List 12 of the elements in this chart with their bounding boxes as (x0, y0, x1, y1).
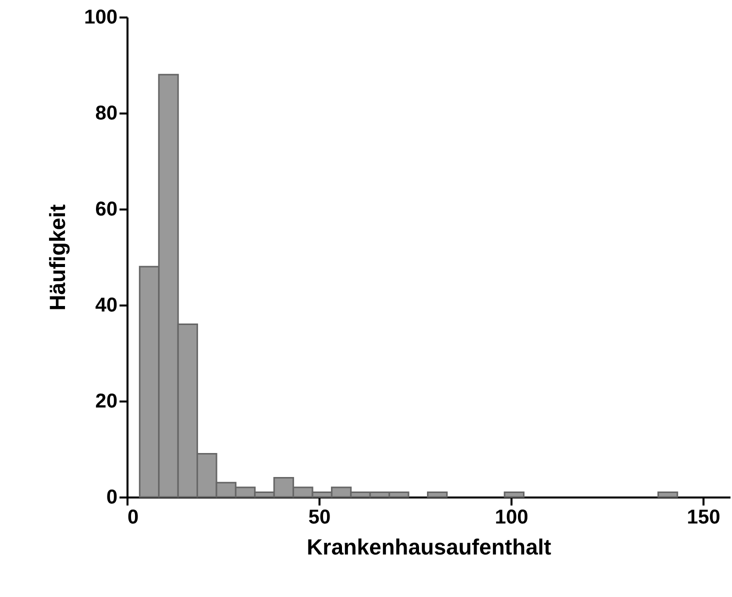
y-tick-label: 100 (84, 6, 118, 28)
x-tick-label: 0 (128, 506, 139, 528)
x-axis-title: Krankenhausaufenthalt (306, 534, 552, 560)
x-tick-label: 150 (686, 506, 720, 528)
x-tick-label: 100 (494, 506, 528, 528)
y-tick-label: 80 (95, 102, 118, 124)
y-tick-label: 0 (106, 486, 118, 508)
y-tick-label: 20 (95, 390, 118, 412)
y-tick-label: 40 (95, 294, 118, 316)
y-axis-title: Häufigkeit (45, 204, 70, 311)
x-tick-label: 50 (308, 506, 331, 528)
y-tick-label: 60 (95, 198, 118, 220)
